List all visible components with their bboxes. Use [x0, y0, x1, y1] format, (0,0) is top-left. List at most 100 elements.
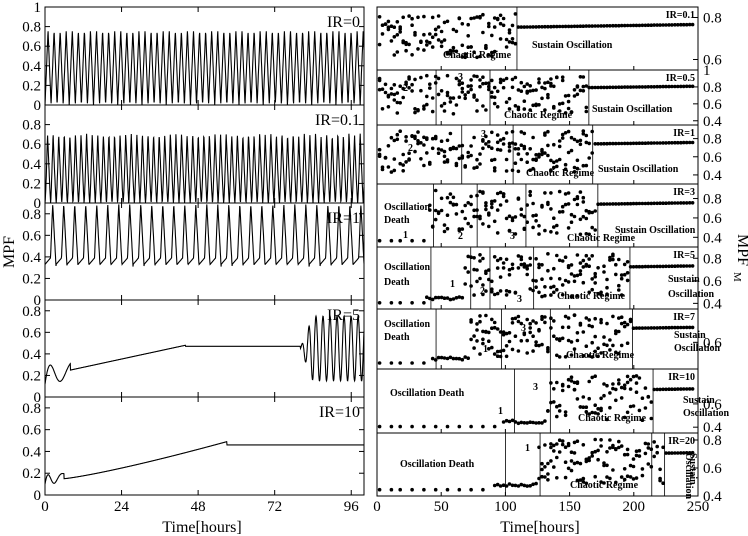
data-point [590, 450, 594, 455]
data-point [619, 85, 624, 89]
data-point [549, 293, 553, 297]
region-label: 3 [481, 129, 486, 140]
data-point [487, 87, 491, 92]
data-point [670, 201, 674, 205]
data-point [587, 318, 591, 322]
data-point [460, 357, 465, 362]
data-point [599, 396, 603, 401]
data-point [552, 24, 556, 29]
data-point [599, 292, 603, 297]
data-point [433, 32, 438, 37]
data-point [563, 413, 568, 418]
data-point [492, 16, 497, 20]
data-point [404, 139, 408, 143]
data-point [608, 24, 612, 28]
data-point [655, 450, 659, 455]
data-point [563, 255, 568, 259]
data-point [495, 349, 500, 354]
data-point [380, 107, 385, 111]
data-point [534, 340, 538, 344]
data-point [428, 86, 432, 90]
data-point [395, 137, 400, 142]
data-point [569, 340, 574, 344]
left-subplot-2: 0 0.2 0.4 0.6 0.8 IR=1 [22, 202, 365, 309]
region-label: 1 [403, 230, 408, 241]
data-point [676, 201, 680, 205]
data-point [578, 478, 583, 482]
data-point [451, 356, 456, 361]
data-point [596, 448, 600, 453]
data-point [605, 277, 609, 282]
data-point [478, 152, 482, 156]
data-point [581, 129, 586, 133]
data-point [676, 23, 680, 27]
data-point [590, 277, 594, 281]
data-point [498, 256, 503, 261]
data-point [619, 273, 624, 277]
data-point [646, 264, 651, 269]
data-point [490, 287, 494, 292]
data-point [445, 138, 450, 143]
data-point [646, 23, 651, 28]
data-point [433, 487, 438, 492]
data-point [487, 144, 491, 149]
data-point [501, 483, 506, 488]
data-point [584, 208, 589, 213]
data-point [430, 35, 435, 39]
series-label: IR=5 [327, 307, 360, 324]
right-subplot-2: 0.4 0.6 0.8 IR=1 2 3 Chaotic Regime Sustain Osc… [376, 124, 722, 185]
data-point [457, 79, 462, 83]
data-point [507, 273, 512, 277]
data-point [690, 264, 695, 268]
data-point [504, 131, 509, 135]
data-point [587, 323, 591, 328]
data-point [522, 84, 527, 89]
data-point [690, 84, 695, 89]
data-point [528, 25, 532, 29]
data-point [472, 346, 476, 350]
data-point [557, 277, 562, 281]
region-label: Sustain [674, 330, 706, 341]
data-point [619, 315, 624, 320]
data-point [445, 424, 450, 429]
data-point [475, 74, 479, 79]
data-point [451, 146, 456, 151]
data-point [587, 232, 591, 237]
data-point [490, 33, 494, 38]
data-point [504, 100, 509, 104]
data-point [407, 151, 411, 155]
data-point [516, 196, 521, 200]
y-tick-label: 0.6 [703, 274, 722, 290]
data-point [655, 326, 659, 330]
data-point [557, 24, 562, 29]
data-point [655, 23, 659, 27]
data-point [555, 75, 559, 79]
data-point [519, 80, 524, 85]
data-point [481, 75, 485, 79]
data-point [661, 141, 665, 145]
data-point [433, 358, 438, 362]
data-point [507, 482, 512, 486]
data-point [537, 445, 541, 450]
data-point [622, 415, 627, 420]
data-point [540, 314, 544, 319]
data-point [608, 255, 612, 260]
series-label: IR=20 [668, 436, 695, 447]
data-point [569, 220, 574, 224]
y-tick-label: 0 [34, 196, 42, 212]
data-point [383, 22, 388, 26]
data-point [599, 85, 603, 90]
data-point [667, 325, 671, 330]
data-point [690, 387, 695, 391]
data-point [619, 385, 624, 390]
data-point [581, 280, 586, 285]
data-point [622, 452, 627, 457]
data-point [516, 421, 521, 426]
data-point [407, 158, 411, 162]
data-point [510, 141, 515, 145]
data-point [617, 283, 621, 288]
data-point [543, 293, 547, 298]
data-point [649, 326, 654, 330]
right-subplot-7: 0.4 0.6 0.8 IR=20 Oscillation Death 1 Chaotic … [376, 432, 722, 505]
data-point [401, 152, 406, 157]
